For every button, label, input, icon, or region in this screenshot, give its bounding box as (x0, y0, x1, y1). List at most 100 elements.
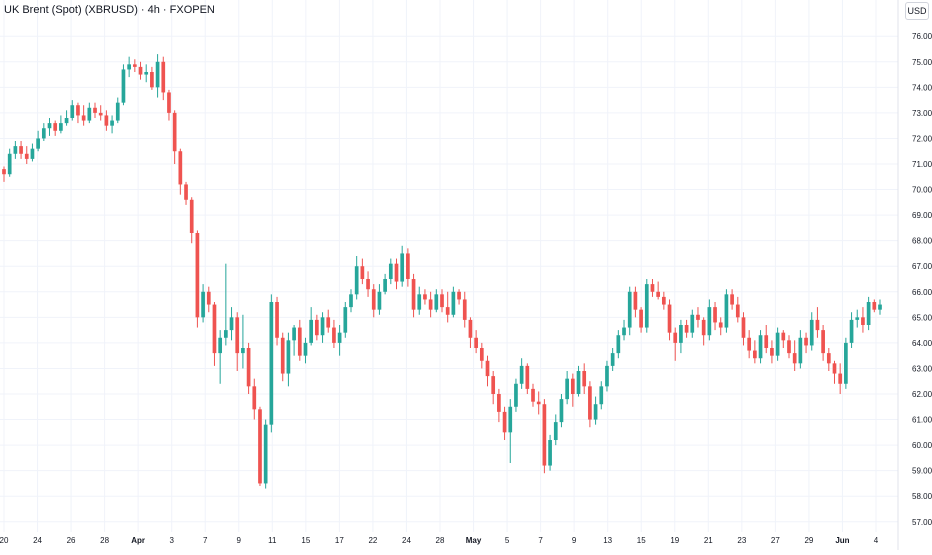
candle-body (701, 319, 706, 336)
candle-body (747, 337, 752, 351)
x-tick-label: 20 (0, 536, 9, 545)
candle (753, 340, 757, 364)
candle-body (792, 353, 797, 364)
candle (724, 289, 729, 333)
candle (570, 373, 575, 407)
candle-body (320, 317, 325, 336)
candle (696, 307, 700, 328)
candle (861, 307, 865, 333)
candle (582, 363, 587, 394)
candle-body (400, 253, 405, 282)
candle (406, 248, 410, 287)
candle (627, 286, 632, 336)
candle-body (548, 440, 552, 466)
candle-body (434, 294, 439, 310)
y-tick-label: 60.00 (912, 441, 932, 450)
x-tick-label: 26 (67, 536, 76, 545)
x-tick-label: 22 (368, 536, 377, 545)
x-tick-label: 23 (737, 536, 746, 545)
candle-body (878, 304, 882, 310)
candle-body (531, 388, 535, 402)
candle-body (2, 169, 6, 175)
price-axis[interactable]: 57.00 58.00 59.00 60.00 61.00 62.00 63.00 64.00… (912, 32, 932, 527)
x-tick-label: 7 (203, 536, 208, 545)
candle (258, 406, 262, 486)
candle-body (411, 279, 416, 310)
candle (673, 327, 678, 361)
y-tick-label: 71.00 (912, 160, 932, 169)
candle-body (115, 102, 120, 121)
y-tick-label: 62.00 (912, 390, 932, 399)
candle-body (872, 302, 877, 310)
candle-body (36, 138, 40, 149)
x-tick-label: 15 (637, 536, 646, 545)
candle (718, 317, 723, 336)
candle (394, 258, 399, 290)
currency-button[interactable]: USD (905, 2, 929, 20)
candle-body (229, 317, 234, 331)
candle-body (735, 304, 740, 318)
candle (110, 115, 114, 134)
y-tick-label: 72.00 (912, 134, 932, 143)
candle-body (423, 294, 427, 300)
candle (7, 148, 12, 177)
candle-body (644, 284, 649, 328)
candle-body (468, 319, 473, 338)
candle-body (41, 128, 46, 139)
y-tick-label: 75.00 (912, 58, 932, 67)
candle-body (184, 184, 188, 200)
candle-body (47, 123, 52, 129)
candle-body (593, 404, 598, 420)
candle (252, 378, 257, 420)
candle (514, 378, 518, 412)
candle (303, 337, 308, 364)
candle (553, 414, 558, 446)
candle (81, 105, 86, 126)
candle-body (59, 123, 63, 131)
candle (656, 281, 661, 300)
candle-body (684, 325, 689, 333)
candle-body (132, 64, 137, 67)
candle-body (178, 151, 183, 185)
candle-body (804, 337, 808, 346)
candle (104, 110, 109, 131)
candle-body (388, 263, 393, 279)
candle-body (354, 266, 359, 295)
candle (172, 110, 177, 164)
symbol-title[interactable]: UK Brent (Spot) (XBRUSD) · 4h · FXOPEN (4, 4, 215, 16)
candle-body (451, 291, 456, 315)
candle (93, 102, 97, 118)
candle-body (650, 284, 655, 292)
candle-body (753, 350, 757, 359)
candle (275, 296, 279, 346)
candle-body (679, 325, 683, 343)
x-tick-label: 5 (505, 536, 510, 545)
candle (41, 123, 46, 141)
candle (144, 64, 149, 83)
x-tick-label: 28 (100, 536, 109, 545)
candle-body (93, 107, 97, 113)
candle-body (633, 291, 638, 310)
candle-body (514, 383, 518, 407)
candle (497, 388, 501, 423)
candle (713, 302, 717, 331)
candle (519, 358, 524, 389)
candle (701, 317, 706, 346)
candle-body (502, 411, 507, 433)
candle (428, 291, 433, 318)
candle-body (349, 294, 353, 308)
candle-body (428, 299, 433, 310)
candle-body (565, 378, 569, 400)
candle-body (485, 360, 490, 377)
time-axis[interactable]: 20 24 26 28 Apr 3 7 9 11 15 17 22 24 28 May 5 7 9 13 15 19 21… (0, 536, 879, 545)
candle (792, 340, 797, 371)
x-tick-label: 13 (603, 536, 612, 545)
candle (13, 141, 18, 159)
candle-body (616, 335, 621, 354)
candle (178, 148, 183, 195)
candle (644, 279, 649, 333)
candle-body (406, 253, 410, 279)
candle (87, 102, 92, 124)
